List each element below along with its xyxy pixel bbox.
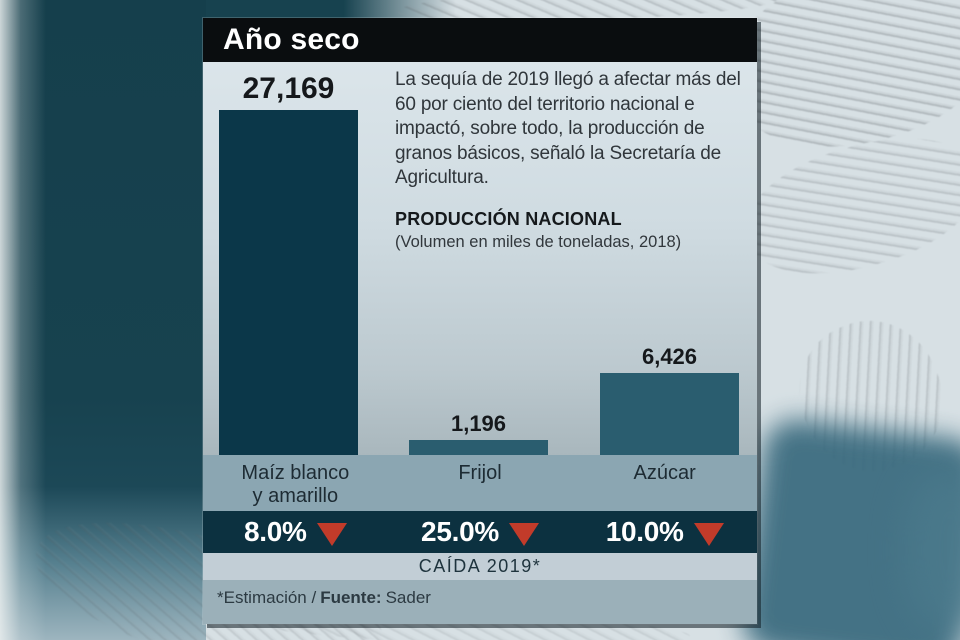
drop-pct-maiz: 8.0% — [203, 511, 388, 553]
drop-pct-value: 10.0% — [605, 516, 684, 547]
bar-value-label: 27,169 — [242, 72, 335, 105]
category-label-maiz: Maíz blanco y amarillo — [203, 455, 388, 511]
drop-percentage-strip: 8.0% 25.0% 10.0% — [203, 511, 757, 553]
bar-value-label: 6,426 — [641, 344, 698, 369]
category-line: Maíz blanco — [241, 462, 350, 484]
bar-group-azucar: 6,426 — [600, 344, 739, 455]
down-triangle-icon — [693, 523, 724, 546]
source-footer: *Estimación / Fuente: Sader — [203, 580, 757, 624]
background-dark-teal-top-strip — [206, 0, 456, 19]
drop-pct-azucar: 10.0% — [572, 511, 757, 553]
estimation-note: *Estimación / — [217, 588, 317, 607]
category-line: Frijol — [458, 462, 502, 484]
category-line: Azúcar — [633, 462, 696, 484]
drop-caption-strip: CAÍDA 2019* — [203, 553, 757, 580]
category-label-frijol: Frijol — [388, 455, 573, 511]
down-triangle-icon — [508, 523, 539, 546]
bar-group-maiz: 27,169 — [219, 72, 358, 455]
source-value: Sader — [385, 588, 431, 607]
section-subtitle: (Volumen en miles de toneladas, 2018) — [395, 232, 682, 251]
source-label: Fuente: — [320, 588, 382, 607]
description-paragraph: La sequía de 2019 llegó a afectar más de… — [395, 69, 741, 188]
bar-group-frijol: 1,196 — [409, 411, 548, 455]
bar-frijol — [409, 440, 548, 455]
bar-value-label: 1,196 — [450, 411, 507, 436]
teal-paint-blob — [905, 470, 960, 630]
chart-area: 27,169 1,196 6,426 La sequía de 2019 lle… — [203, 62, 757, 455]
bar-maiz — [219, 110, 358, 455]
title-bar: Año seco — [203, 18, 757, 62]
category-label-azucar: Azúcar — [572, 455, 757, 511]
infographic-card: Año seco 27,169 1,196 6,426 La sequía de… — [203, 18, 757, 624]
drop-pct-value: 25.0% — [421, 516, 499, 547]
bar-azucar — [600, 373, 739, 455]
section-title: PRODUCCIÓN NACIONAL — [395, 208, 622, 229]
category-label-strip: Maíz blanco y amarillo Frijol Azúcar — [203, 455, 757, 511]
page-title: Año seco — [223, 23, 360, 56]
drop-pct-frijol: 25.0% — [388, 511, 573, 553]
chart-text-block: La sequía de 2019 llegó a afectar más de… — [395, 68, 753, 252]
category-line: y amarillo — [252, 485, 339, 507]
background-dark-teal-panel — [0, 0, 206, 640]
drop-pct-value: 8.0% — [244, 516, 307, 547]
down-triangle-icon — [316, 523, 347, 546]
